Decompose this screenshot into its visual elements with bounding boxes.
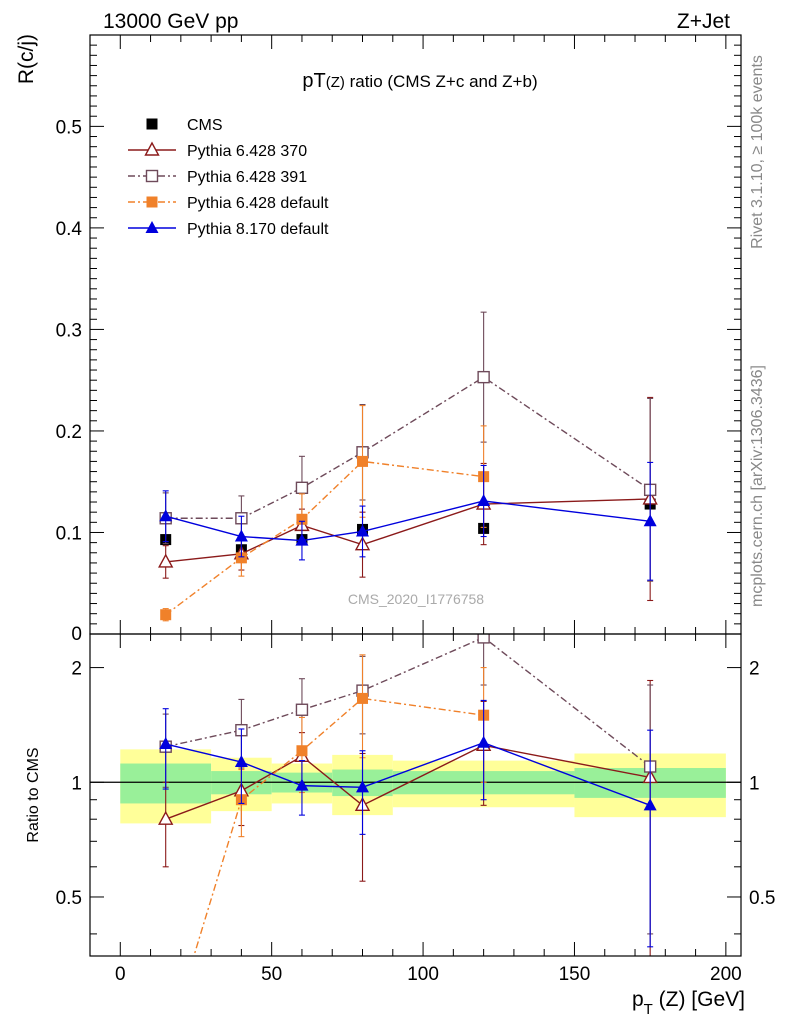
x-axis-label-rest: (Z) [GeV] — [653, 988, 745, 1011]
ratio-tick-label: 2 — [71, 659, 82, 680]
ratio-tick-label: 0.5 — [56, 888, 82, 909]
x-tick-label: 150 — [559, 964, 591, 985]
x-axis-label: pT (Z) [GeV] — [632, 988, 745, 1018]
series-2-ratio-point — [477, 634, 490, 644]
axis-ticks: 0 50 100 150 200 0.1 0.2 0.3 0.4 0.5 0 0.5 0.5 1 1 2 2 — [56, 35, 775, 985]
analysis-label: CMS_2020_I1776758 — [348, 591, 484, 607]
x-tick-label: 100 — [407, 964, 439, 985]
series-4-point — [234, 529, 248, 542]
series-3-point — [160, 609, 172, 621]
legend-label: Pythia 6.428 370 — [187, 143, 307, 160]
y-axis-label: R(c/j) — [15, 34, 38, 84]
series-4-ratio-point — [295, 778, 309, 791]
ratio-panel-series — [158, 634, 658, 956]
main-panel-series — [158, 311, 658, 622]
series-3-point — [357, 455, 369, 467]
y-zero-label: 0 — [71, 624, 82, 645]
series-3-ratio-point — [296, 745, 308, 757]
plot-title-main: pT — [302, 70, 325, 92]
series-4-ratio-line — [165, 741, 651, 806]
series-1-line — [165, 498, 651, 563]
legend-label: Pythia 8.170 default — [187, 221, 329, 238]
energy-label: 13000 GeV pp — [103, 10, 238, 33]
y-tick-label: 0.5 — [56, 117, 82, 138]
series-4-ratio-point — [643, 798, 657, 811]
ratio-tick-label-right: 0.5 — [749, 888, 775, 909]
series-4-ratio-point — [477, 735, 491, 748]
series-2-line — [165, 376, 651, 519]
y-tick-label: 0.3 — [56, 320, 82, 341]
series-4-ratio-point — [159, 737, 173, 750]
process-label: Z+Jet — [677, 10, 730, 33]
legend-marker — [144, 141, 160, 156]
series-2-ratio-point — [295, 703, 309, 716]
x-tick-label: 0 — [115, 964, 126, 985]
legend-marker — [145, 221, 159, 233]
series-2-point — [295, 481, 309, 495]
legend-label: Pythia 6.428 default — [187, 195, 329, 212]
series-4-point — [295, 533, 309, 546]
ratio-tick-label-right: 1 — [749, 773, 760, 794]
plot-title-sub: (Z) — [326, 74, 345, 91]
series-4-line — [165, 500, 651, 542]
series-3-point — [296, 513, 308, 525]
y-tick-label: 0.4 — [56, 219, 83, 240]
series-2-point — [477, 370, 490, 384]
series-4-ratio-point — [234, 755, 248, 768]
series-1-ratio-line — [165, 744, 651, 820]
series-4-point — [356, 524, 370, 537]
ratio-axis-label: Ratio to CMS — [25, 747, 42, 842]
ratio-panel-frame — [89, 633, 742, 957]
series-4-point — [643, 514, 657, 527]
plot-title-rest: ratio (CMS Z+c and Z+b) — [345, 72, 538, 91]
ratio-tick-label-right: 2 — [749, 659, 760, 680]
plot-title: pT(Z) ratio (CMS Z+c and Z+b) — [302, 70, 537, 92]
legend-marker — [146, 118, 158, 130]
x-axis-label-sub: T — [644, 1001, 653, 1018]
legend-marker — [145, 169, 159, 183]
uncertainty-bands — [90, 749, 741, 824]
series-1-ratio-point — [158, 810, 174, 825]
series-3-ratio-point — [357, 692, 369, 704]
ratio-tick-label: 1 — [71, 773, 82, 794]
series-1-point — [158, 553, 174, 568]
rivet-label: Rivet 3.1.10, ≥ 100k events — [749, 55, 766, 249]
x-tick-label: 50 — [261, 964, 282, 985]
x-tick-label: 200 — [710, 964, 742, 985]
mcplots-label: mcplots.cern.ch [arXiv:1306.3436] — [749, 365, 766, 607]
legend: CMS Pythia 6.428 370 Pythia 6.428 391 Pythi… — [128, 117, 329, 238]
legend-label: Pythia 6.428 391 — [187, 169, 307, 186]
series-3-point — [235, 552, 247, 564]
series-4-point — [159, 509, 173, 522]
y-tick-label: 0.2 — [56, 422, 82, 443]
legend-marker — [146, 196, 158, 208]
series-4-point — [477, 494, 491, 507]
legend-label: CMS — [187, 117, 223, 134]
series-4-ratio-point — [356, 780, 370, 793]
y-tick-label: 0.1 — [56, 523, 82, 544]
series-2-ratio-line — [165, 636, 651, 768]
x-axis-label-main: p — [632, 988, 644, 1011]
